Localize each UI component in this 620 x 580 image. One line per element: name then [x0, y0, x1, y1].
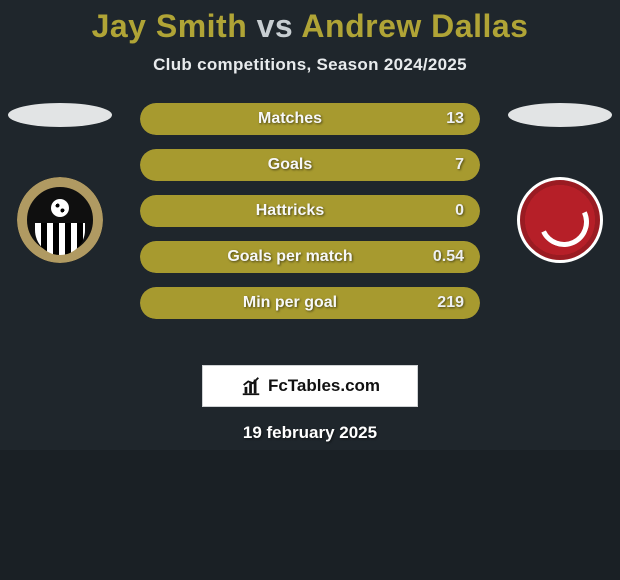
stat-label: Goals	[156, 156, 424, 174]
body-row: Matches13 Goals7 Hattricks0 Goals per match…	[0, 103, 620, 353]
stats-list: Matches13 Goals7 Hattricks0 Goals per match…	[140, 103, 480, 333]
player1-name: Jay Smith	[92, 8, 248, 44]
brand-watermark: FcTables.com	[202, 365, 418, 407]
stat-label: Matches	[156, 110, 424, 128]
stat-label: Hattricks	[156, 202, 424, 220]
player2-side	[500, 103, 620, 263]
morecambe-badge-icon	[517, 177, 603, 263]
stat-row: Goals7	[140, 149, 480, 181]
stat-row: Goals per match0.54	[140, 241, 480, 273]
stat-value: 219	[424, 294, 464, 312]
stat-value: 0	[424, 202, 464, 220]
stat-value: 7	[424, 156, 464, 174]
stat-value: 13	[424, 110, 464, 128]
stat-row: Matches13	[140, 103, 480, 135]
player1-side	[0, 103, 120, 263]
stat-row: Min per goal219	[140, 287, 480, 319]
notts-county-badge-icon	[17, 177, 103, 263]
brand-text: FcTables.com	[268, 376, 380, 396]
subtitle: Club competitions, Season 2024/2025	[0, 55, 620, 75]
stat-label: Goals per match	[156, 248, 424, 266]
comparison-card: Jay Smith vs Andrew Dallas Club competit…	[0, 0, 620, 450]
vs-text: vs	[257, 8, 294, 44]
bar-chart-icon	[240, 375, 262, 397]
player2-photo-placeholder	[508, 103, 612, 127]
stat-label: Min per goal	[156, 294, 424, 312]
date-text: 19 february 2025	[0, 423, 620, 443]
page-title: Jay Smith vs Andrew Dallas	[0, 8, 620, 45]
player1-photo-placeholder	[8, 103, 112, 127]
player2-name: Andrew Dallas	[301, 8, 528, 44]
stat-row: Hattricks0	[140, 195, 480, 227]
stat-value: 0.54	[424, 248, 464, 266]
